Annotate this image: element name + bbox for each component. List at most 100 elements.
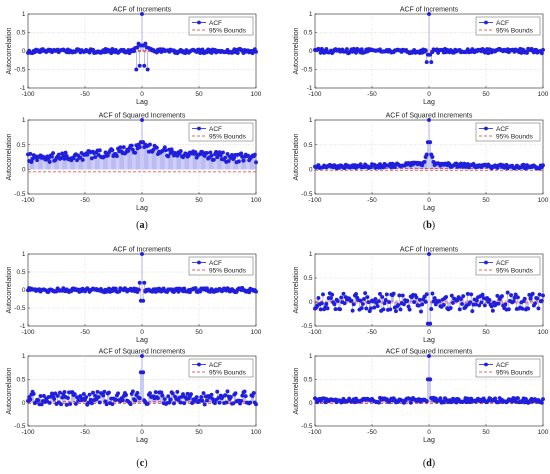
x-tick-label: 100 <box>538 329 549 336</box>
acf-point <box>441 302 446 307</box>
acf-point <box>420 302 425 307</box>
acf-point <box>511 299 516 304</box>
acf-point <box>140 354 145 359</box>
acf-point <box>408 400 413 405</box>
y-tick-label: 0 <box>309 400 313 407</box>
acf-point <box>217 400 222 405</box>
acf-point <box>449 293 454 298</box>
acf-point <box>465 291 470 296</box>
acf-point <box>396 303 401 308</box>
acf-point <box>189 392 194 397</box>
acf-point <box>218 153 223 158</box>
acf-point <box>424 292 429 297</box>
acf-point <box>140 252 145 257</box>
acf-point <box>405 298 410 303</box>
x-tick-label: 50 <box>195 429 203 436</box>
acf-point <box>540 293 545 298</box>
acf-point <box>178 400 183 405</box>
acf-point <box>335 298 340 303</box>
y-tick-label: -0.5 <box>301 423 313 430</box>
legend-label-acf: ACF <box>496 362 509 369</box>
y-tick-label: 0 <box>309 48 313 55</box>
acf-point <box>41 393 46 398</box>
acf-point <box>319 301 324 306</box>
acf-point <box>496 301 501 306</box>
x-tick-label: 0 <box>427 429 431 436</box>
x-tick-label: 50 <box>482 197 490 204</box>
acf-point <box>422 159 427 164</box>
x-tick-label: 0 <box>427 329 431 336</box>
acf-point <box>521 162 526 167</box>
x-axis-label: Lag <box>423 205 435 212</box>
y-tick-label: 0 <box>309 299 313 306</box>
acf-point <box>480 292 485 297</box>
acf-point <box>31 391 36 396</box>
legend-box <box>188 256 254 276</box>
acf-point <box>515 295 520 300</box>
x-tick-label: -100 <box>308 91 321 98</box>
acf-point <box>429 60 434 65</box>
acf-point <box>423 299 428 304</box>
x-axis-label: Lag <box>136 99 148 106</box>
acf-point <box>110 148 115 153</box>
acf-point <box>52 396 57 401</box>
acf-point <box>104 402 109 407</box>
legend-label-acf: ACF <box>209 126 222 133</box>
acf-point <box>85 152 90 157</box>
y-tick-label: -0.5 <box>301 323 313 330</box>
acf-point <box>526 306 531 311</box>
y-axis-label: Autocorrelation <box>293 27 300 74</box>
chart-title: ACF of Increments <box>113 247 172 254</box>
acf-point <box>460 302 465 307</box>
acf-point <box>414 295 419 300</box>
acf-point <box>181 392 186 397</box>
acf-point <box>57 390 62 395</box>
acf-point <box>163 148 168 153</box>
acf-point <box>242 389 247 394</box>
acf-point <box>97 400 102 405</box>
acf-point <box>254 289 259 294</box>
acf-point <box>351 302 356 307</box>
acf-point <box>93 155 98 160</box>
y-axis-label: Autocorrelation <box>293 367 300 414</box>
legend-marker-acf <box>197 126 201 131</box>
x-tick-label: 100 <box>538 91 549 98</box>
acf-point <box>540 47 545 52</box>
acf-point <box>325 306 330 311</box>
acf-point <box>81 392 86 397</box>
acf-point <box>78 394 83 399</box>
acf-point <box>155 396 160 401</box>
acf-point <box>254 160 259 165</box>
acf-point <box>388 307 393 312</box>
x-tick-label: 0 <box>427 91 431 98</box>
acf-point <box>118 145 123 150</box>
acf-point <box>416 303 421 308</box>
acf-point <box>490 308 495 313</box>
legend-box <box>188 358 254 378</box>
acf-point <box>137 280 142 285</box>
acf-point <box>211 157 216 162</box>
acf-point <box>200 398 205 403</box>
acf-point <box>407 307 412 312</box>
x-tick-label: 100 <box>251 429 262 436</box>
x-tick-label: -50 <box>367 329 377 336</box>
acf-point <box>486 51 491 56</box>
acf-point <box>166 394 171 399</box>
acf-point <box>349 298 354 303</box>
acf-point <box>130 389 135 394</box>
acf-point <box>368 306 373 311</box>
acf-point <box>375 304 380 309</box>
acf-point <box>228 395 233 400</box>
acf-point <box>137 63 142 68</box>
legend-box <box>475 358 541 378</box>
acf-point <box>461 294 466 299</box>
chart-d2: -100 -50 0 50 100 -0.5 0 0.5 1 ACF of Squared Inc… <box>293 349 549 445</box>
acf-point <box>53 391 58 396</box>
legend-label-acf: ACF <box>209 260 222 267</box>
acf-point <box>428 52 433 57</box>
acf-point <box>342 301 347 306</box>
x-axis-label: Lag <box>136 337 148 344</box>
legend-marker-acf <box>484 126 488 131</box>
acf-point <box>141 370 146 375</box>
acf-point <box>344 47 349 52</box>
